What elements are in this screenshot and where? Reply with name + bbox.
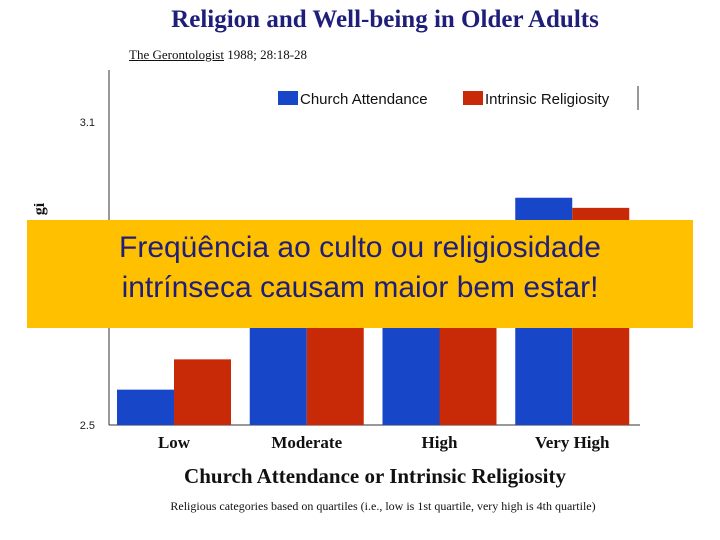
y-tick-label: 3.1	[80, 117, 95, 129]
x-tick-label: Low	[158, 433, 191, 452]
x-axis-ticks: Low Moderate High Very High	[158, 433, 610, 452]
highlight-callout: Freqüência ao culto ou religiosidade int…	[27, 220, 693, 328]
callout-line-1: Freqüência ao culto ou religiosidade	[119, 231, 601, 264]
slide-title: Religion and Well-being in Older Adults	[171, 6, 599, 33]
legend-swatch-church-attendance	[278, 91, 298, 105]
legend-label-intrinsic-religiosity: Intrinsic Religiosity	[485, 91, 610, 108]
citation-journal: The Gerontologist	[129, 47, 224, 62]
bar-church-attendance-low	[117, 389, 174, 425]
x-tick-label: Very High	[535, 433, 610, 452]
citation-details: 1988; 28:18-28	[223, 47, 308, 62]
legend-label-church-attendance: Church Attendance	[300, 91, 428, 108]
footnote: Religious categories based on quartiles …	[170, 499, 596, 513]
bar-intrinsic-religiosity-low	[174, 359, 231, 425]
callout-line-2: intrínseca causam maior bem estar!	[121, 271, 599, 304]
x-tick-label: High	[422, 433, 458, 452]
x-axis-title: Church Attendance or Intrinsic Religiosi…	[184, 464, 566, 488]
legend: Church Attendance Intrinsic Religiosity	[278, 86, 639, 110]
y-tick-label: 2.5	[80, 420, 95, 432]
legend-swatch-intrinsic-religiosity	[463, 91, 483, 105]
y-axis-label-fragment: gi	[34, 202, 48, 216]
x-tick-label: Moderate	[271, 433, 342, 452]
citation: The Gerontologist 1988; 28:18-28	[129, 47, 307, 63]
